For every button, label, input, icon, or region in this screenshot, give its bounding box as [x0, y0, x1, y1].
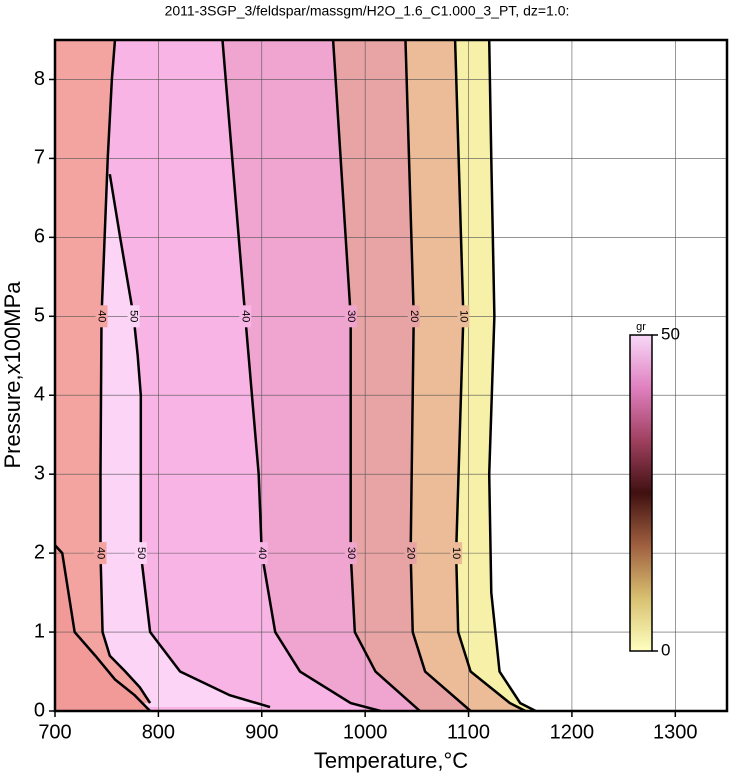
y-axis-label: Pressure,x100MPa [0, 281, 25, 469]
contour-label-bg [407, 305, 420, 328]
contour-label-bg [450, 542, 463, 565]
x-tick-label: 700 [38, 721, 71, 743]
contour-fill [55, 545, 151, 711]
contour-label: 40 [256, 547, 268, 559]
contour-label: 10 [450, 547, 462, 559]
contour-label: 50 [135, 547, 147, 559]
contour-label-bg [344, 305, 357, 328]
x-tick-label: 800 [142, 721, 175, 743]
y-tick-label: 6 [34, 226, 45, 248]
x-tick-label: 1200 [550, 721, 595, 743]
x-tick-label: 1300 [653, 721, 698, 743]
contour-label-bg [94, 542, 107, 565]
x-tick-label: 900 [245, 721, 278, 743]
x-tick-label: 1000 [343, 721, 388, 743]
y-tick-label: 7 [34, 147, 45, 169]
contour-label: 40 [96, 310, 108, 322]
contour-line [404, 40, 472, 711]
colorbar [629, 334, 653, 652]
contours: 10 10 20 20 30 30 40 40 50 50 40 40 [55, 40, 537, 711]
x-axis-label: Temperature,°C [314, 748, 468, 773]
y-tick-label: 3 [34, 462, 45, 484]
contour-fill [55, 40, 151, 704]
y-tick-label: 5 [34, 305, 45, 327]
contour-label-bg [127, 305, 140, 328]
colorbar-tick-label: 50 [661, 324, 680, 343]
contour-label: 50 [128, 310, 140, 322]
y-tick-label: 0 [34, 699, 45, 721]
contour-line [221, 40, 381, 711]
contour-label: 30 [345, 310, 357, 322]
y-tick-label: 1 [34, 620, 45, 642]
contour-label-bg [239, 305, 252, 328]
contour-label: 20 [405, 547, 417, 559]
y-tick-label: 4 [34, 384, 45, 406]
contour-label-bg [255, 542, 268, 565]
contour-label-bg [95, 305, 108, 328]
chart-title: 2011-3SGP_3/feldspar/massgm/H2O_1.6_C1.0… [165, 3, 570, 19]
contour-label: 30 [345, 547, 357, 559]
plot-area [55, 40, 536, 711]
contour-line [108, 173, 271, 709]
contour-label: 40 [95, 547, 107, 559]
frame [53, 38, 729, 713]
contour-line [55, 544, 152, 711]
axes: 700 800 900 1000 1100 1200 1300 0 1 2 3 4 5 6 7 8 0 50 gr [34, 68, 698, 744]
contour-label: 10 [457, 310, 469, 322]
colorbar-label: gr [636, 321, 646, 333]
contour-label-bg [344, 542, 357, 565]
contour-label-bg [134, 542, 147, 565]
contour-line [331, 40, 421, 711]
y-tick-label: 8 [34, 68, 45, 90]
y-tick-label: 2 [34, 541, 45, 563]
contour-label: 20 [408, 310, 420, 322]
contour-fill [55, 174, 271, 708]
contour-line [487, 40, 537, 711]
colorbar-tick-label: 0 [661, 640, 670, 659]
contour-label-bg [404, 542, 417, 565]
contour-label-bg [457, 305, 470, 328]
x-tick-label: 1100 [447, 721, 490, 743]
contour-label: 40 [239, 310, 251, 322]
